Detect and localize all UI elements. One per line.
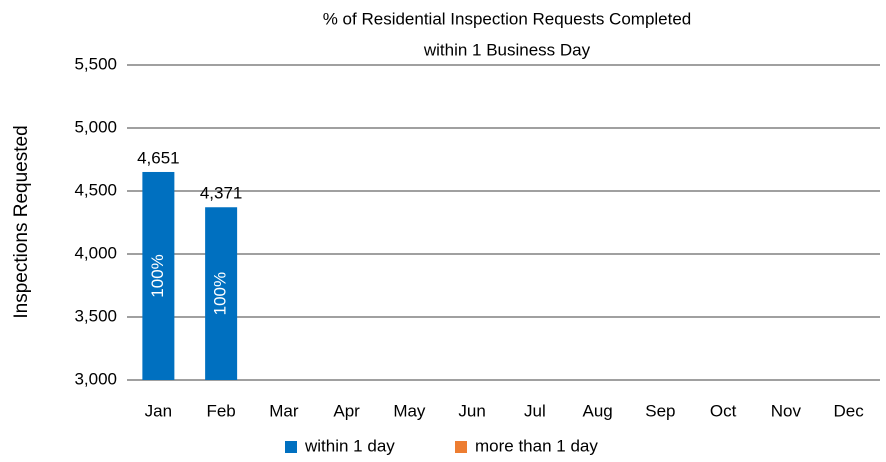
data-label: 4,651 [137,148,180,167]
legend-swatch [285,441,297,453]
x-tick-label: Oct [710,401,737,420]
y-tick-label: 3,500 [74,306,117,325]
y-axis-label: Inspections Requested [11,125,32,318]
x-tick-label: Feb [206,401,235,420]
x-tick-label: Dec [834,401,865,420]
x-tick-label: Nov [771,401,802,420]
y-tick-label: 5,000 [74,117,117,136]
chart-title: % of Residential Inspection Requests Com… [323,9,692,28]
legend-swatch [455,441,467,453]
y-tick-label: 5,500 [74,54,117,73]
x-tick-label: Aug [583,401,613,420]
chart-title: within 1 Business Day [423,40,591,59]
bar [205,207,238,380]
y-tick-label: 4,500 [74,180,117,199]
x-tick-label: Apr [333,401,360,420]
bar-percent-label: 100% [148,254,167,297]
x-tick-label: Jan [145,401,172,420]
x-tick-label: Mar [269,401,299,420]
x-tick-label: May [393,401,426,420]
data-label: 4,371 [200,184,243,203]
y-tick-label: 4,000 [74,243,117,262]
legend-label: more than 1 day [475,436,598,455]
bar [142,171,175,380]
bar-percent-label: 100% [211,272,230,315]
x-tick-label: Sep [645,401,675,420]
x-tick-label: Jun [458,401,485,420]
legend-label: within 1 day [304,436,395,455]
x-tick-label: Jul [524,401,546,420]
y-tick-label: 3,000 [74,369,117,388]
